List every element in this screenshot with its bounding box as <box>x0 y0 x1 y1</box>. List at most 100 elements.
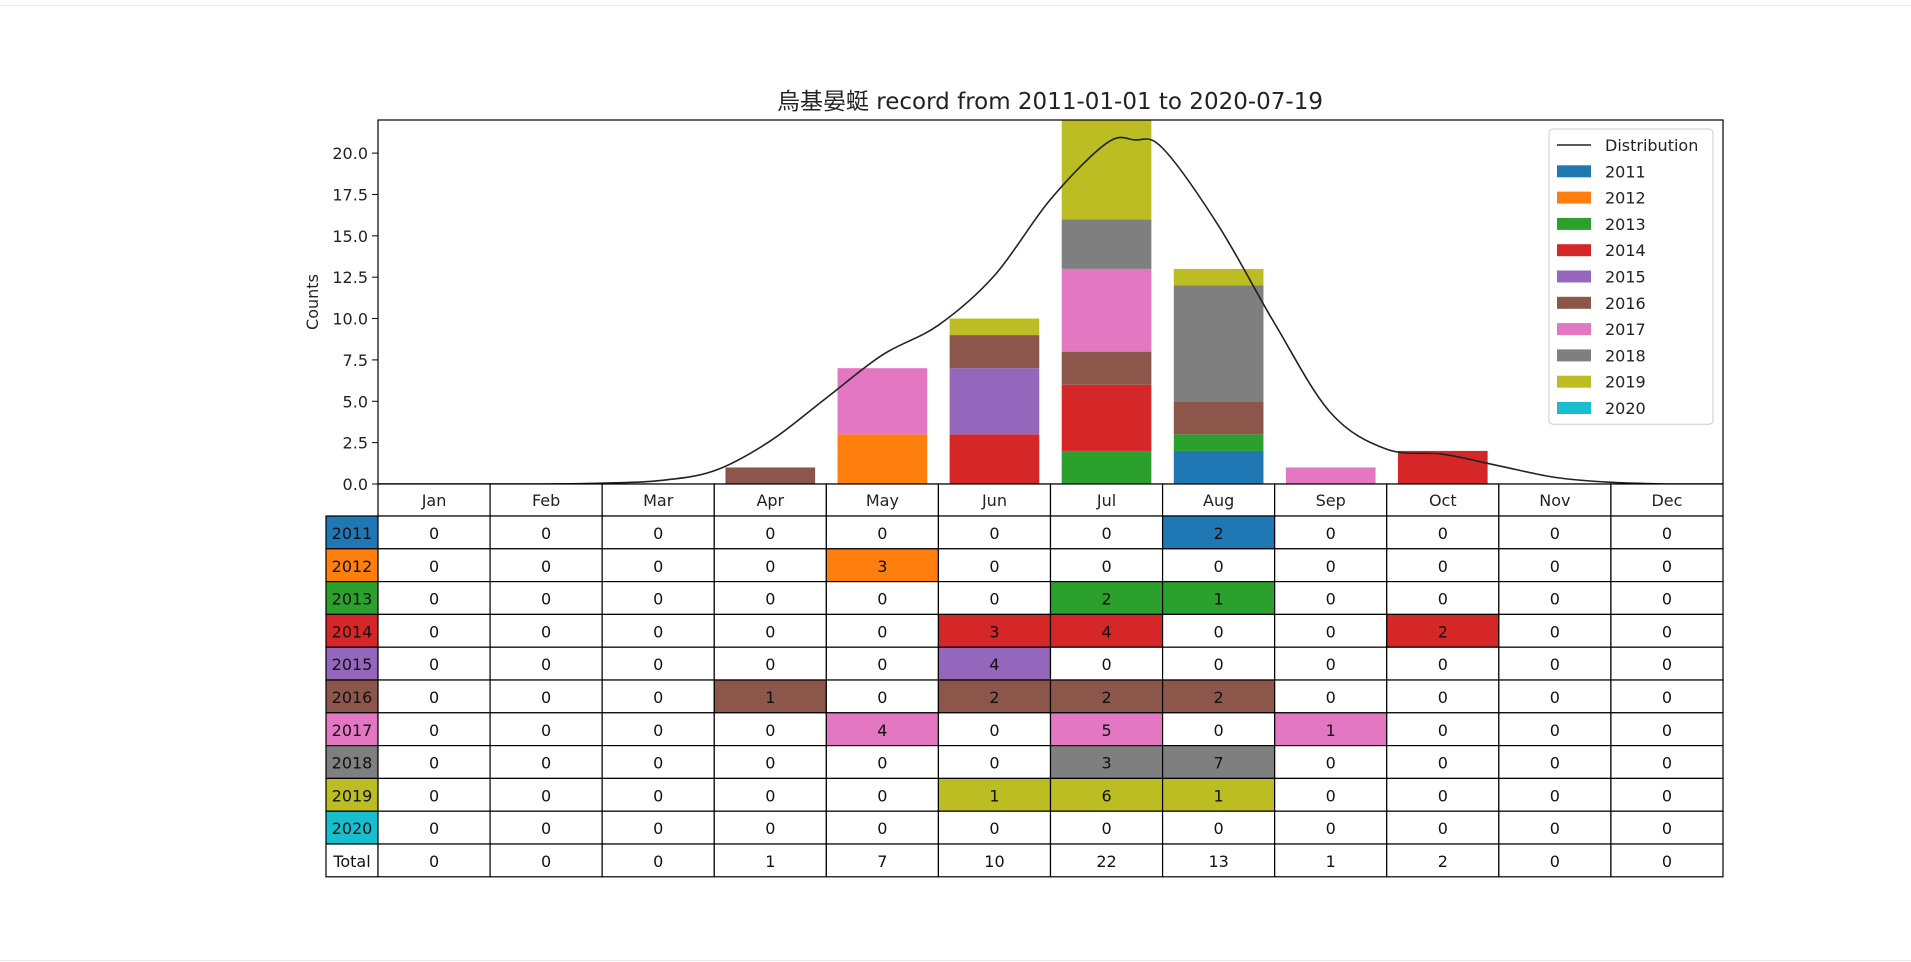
table-cell-value: 0 <box>1438 754 1448 773</box>
table-cell <box>377 613 491 648</box>
table-cell-value: 0 <box>989 524 999 543</box>
table-header-cell <box>1498 483 1612 517</box>
legend-label: 2017 <box>1605 320 1646 339</box>
legend-swatch <box>1557 323 1591 336</box>
table-cell-value: 5 <box>1101 721 1111 740</box>
table-total-cell <box>713 843 827 878</box>
table-cell <box>377 679 491 714</box>
table-cell-value: 0 <box>1550 688 1560 707</box>
table-cell-value: 0 <box>429 557 439 576</box>
bar-segment <box>1061 351 1152 385</box>
table-row-label: 2018 <box>332 754 373 773</box>
table-header-label: Mar <box>643 491 674 510</box>
table-cell-value: 0 <box>1662 786 1672 805</box>
table-cell-value: 0 <box>1214 557 1224 576</box>
table-cell <box>1161 646 1276 681</box>
table-cell-value: 0 <box>429 688 439 707</box>
bar-segment <box>949 318 1040 336</box>
table-row-label-cell <box>325 744 379 779</box>
table-cell-value: 0 <box>653 655 663 674</box>
legend-label: 2019 <box>1605 373 1646 392</box>
bar-segment <box>1173 285 1264 402</box>
table-cell-value: 0 <box>765 622 775 641</box>
legend-label: 2014 <box>1605 241 1646 260</box>
table-cell <box>1498 810 1612 845</box>
table-cell-value: 2 <box>1214 688 1224 707</box>
bar-segment <box>1285 467 1376 484</box>
table-cell-value: 0 <box>1438 524 1448 543</box>
table-cell-value: 3 <box>877 557 887 576</box>
table-cell-value: 0 <box>653 557 663 576</box>
bar-segment <box>1061 268 1152 352</box>
table-cell <box>1610 712 1724 747</box>
table-cell-value: 1 <box>1214 590 1224 609</box>
bar-segment <box>949 368 1040 435</box>
table-cell-value: 0 <box>653 819 663 838</box>
table-cell-value: 0 <box>1550 622 1560 641</box>
table-cell <box>377 712 491 747</box>
table-cell-value: 0 <box>1662 590 1672 609</box>
table-cell <box>1498 744 1612 779</box>
table-header-cell <box>1610 483 1724 517</box>
table-cell-value: 0 <box>765 557 775 576</box>
legend-swatch <box>1557 349 1591 362</box>
table-header-cell <box>713 483 827 517</box>
table-cell-value: 3 <box>989 622 999 641</box>
table-cell <box>601 744 715 779</box>
table-cell <box>377 777 491 812</box>
table-total-cell <box>1274 843 1388 878</box>
table-cell <box>1610 580 1724 615</box>
table-cell-value: 0 <box>1550 590 1560 609</box>
table-cell-value: 2 <box>1101 688 1111 707</box>
legend-swatch <box>1557 244 1591 257</box>
table-cell <box>1386 712 1500 747</box>
legend-label: 2011 <box>1605 162 1646 181</box>
data-table: Jan Feb Mar Apr May Jun Jul Aug Sep Oct Nov Dec2011… <box>325 483 1724 878</box>
table-cell <box>937 777 1052 812</box>
table-cell-value: 0 <box>541 622 551 641</box>
table-header-label: Jul <box>1096 491 1116 510</box>
table-cell <box>1049 580 1164 615</box>
table-cell-value: 0 <box>653 688 663 707</box>
table-cell <box>1274 679 1388 714</box>
y-tick-label: 7.5 <box>343 351 368 370</box>
table-cell-value: 0 <box>989 590 999 609</box>
table-cell-value: 0 <box>877 754 887 773</box>
table-cell <box>713 744 827 779</box>
table-cell <box>1386 744 1500 779</box>
table-cell <box>1049 777 1164 812</box>
table-cell-value: 0 <box>429 819 439 838</box>
table-cell <box>601 777 715 812</box>
table-header-label: Oct <box>1429 491 1457 510</box>
table-cell-value: 0 <box>541 688 551 707</box>
legend-label: 2018 <box>1605 346 1646 365</box>
table-cell-value: 0 <box>653 622 663 641</box>
table-cell-value: 0 <box>1214 622 1224 641</box>
y-tick-label: 15.0 <box>332 227 368 246</box>
table-cell-value: 0 <box>1101 524 1111 543</box>
table-cell-value: 0 <box>1550 754 1560 773</box>
table-cell <box>1049 744 1164 779</box>
table-cell <box>713 712 827 747</box>
table-cell <box>825 613 940 648</box>
table-cell-value: 0 <box>541 721 551 740</box>
table-cell <box>825 744 940 779</box>
distribution-line <box>434 136 1667 485</box>
table-total-value: 10 <box>984 852 1004 871</box>
table-total-cell <box>601 843 715 878</box>
table-cell <box>1274 744 1388 779</box>
table-cell-value: 4 <box>989 655 999 674</box>
legend-swatch <box>1557 296 1591 309</box>
table-header-label: Apr <box>756 491 784 510</box>
table-cell-value: 0 <box>1214 655 1224 674</box>
table-cell <box>601 810 715 845</box>
table-total-cell <box>937 843 1052 878</box>
table-cell <box>713 679 827 714</box>
y-tick-label: 12.5 <box>332 268 368 287</box>
table-cell <box>1610 744 1724 779</box>
table-row-label-cell <box>325 515 379 550</box>
table-row-label: 2016 <box>332 688 373 707</box>
table-cell <box>1161 679 1276 714</box>
bar-segment <box>1173 268 1264 286</box>
y-tick-label: 10.0 <box>332 310 368 329</box>
